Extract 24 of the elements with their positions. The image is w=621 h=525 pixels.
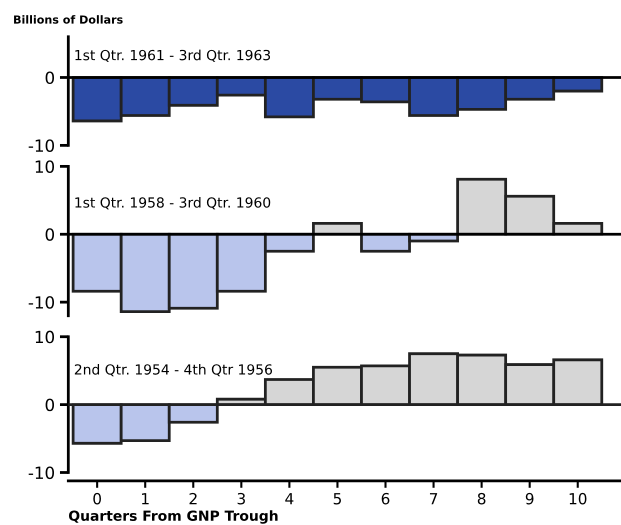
x-tick-label: 9 (526, 492, 534, 504)
y-tick-label: -10 (28, 139, 54, 152)
x-tick-label: 0 (93, 492, 101, 504)
x-tick-label: 10 (570, 492, 586, 504)
x-tick-label: 4 (285, 493, 294, 504)
x-tick-label: 5 (334, 493, 341, 504)
y-axis-title: Billions of Dollars (14, 15, 123, 24)
y-tick-label: -10 (28, 466, 54, 480)
text: 1st Qtr. 1961 - 3rd Qtr. 1963 (75, 50, 270, 62)
x-axis-title: Quarters From GNP Trough (69, 510, 278, 524)
y-tick-label: 0 (46, 71, 54, 84)
y-tick-label: 10 (36, 330, 54, 344)
y-tick-label: 10 (36, 160, 54, 173)
y-tick-label: -10 (28, 296, 54, 309)
x-tick-label: 7 (430, 493, 438, 504)
y-tick-label: 0 (46, 398, 54, 412)
y-tick-label: 0 (46, 228, 54, 241)
x-tick-label: 2 (190, 492, 197, 504)
text: 1st Qtr. 1958 - 3rd Qtr. 1960 (75, 196, 270, 210)
x-tick-label: 3 (238, 492, 245, 504)
x-tick-label: 6 (382, 492, 390, 504)
x-tick-label: 8 (478, 492, 486, 504)
text: 2nd Qtr. 1954 - 4th Qtr 1956 (74, 364, 272, 376)
x-tick-label: 1 (142, 493, 149, 504)
